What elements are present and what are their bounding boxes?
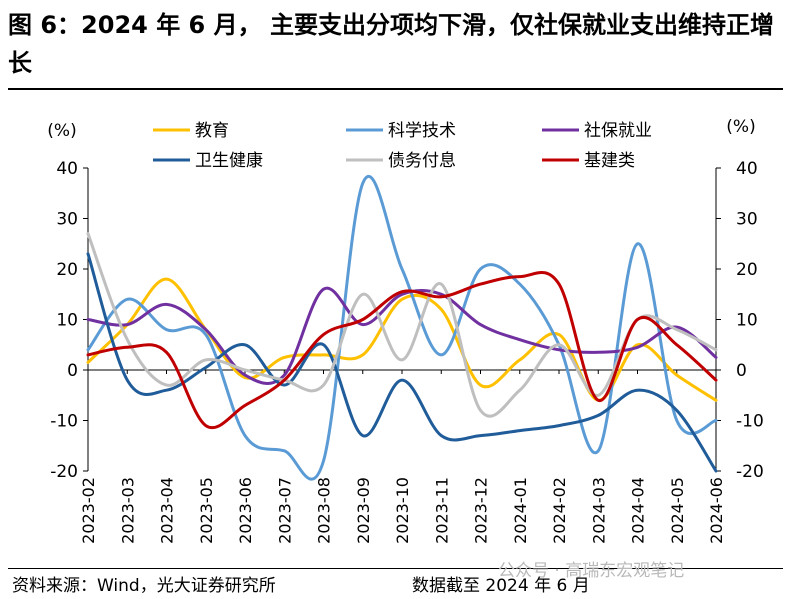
- legend-label: 基建类: [584, 151, 635, 171]
- figure-title: 图 6：2024 年 6 月， 主要支出分项均下滑，仅社保就业支出维持正增长: [8, 11, 774, 77]
- left-y-tick-label: 40: [56, 159, 78, 179]
- footer-rule: [8, 568, 783, 569]
- right-y-axis-label: (%): [726, 117, 755, 137]
- series-line-4: [86, 252, 718, 473]
- x-tick-label: 2023-10: [393, 477, 412, 544]
- legend-label: 债务付息: [388, 151, 456, 171]
- right-y-tick-label: 40: [736, 159, 758, 179]
- right-y-tick-label: -10: [736, 412, 764, 432]
- left-y-tick-label: -10: [50, 412, 78, 432]
- left-y-tick-label: 30: [56, 210, 78, 230]
- chart-axes: 40 40 30 30 20 20 10 10 0 0 -10 -10 -20 -20 (%) (%) 2023…: [47, 117, 763, 544]
- series-line-5: [86, 232, 718, 418]
- x-tick-label: 2023-11: [432, 477, 451, 544]
- legend-label: 卫生健康: [195, 151, 263, 171]
- series-line-6: [86, 271, 718, 430]
- x-tick-label: 2024-05: [668, 477, 687, 544]
- x-tick-label: 2024-06: [707, 477, 726, 544]
- x-tick-label: 2023-08: [315, 477, 334, 544]
- legend-label: 社保就业: [584, 121, 652, 141]
- x-tick-label: 2023-02: [79, 477, 98, 544]
- left-y-tick-label: 10: [56, 311, 78, 331]
- x-tick-label: 2023-04: [158, 477, 177, 544]
- x-tick-label: 2023-03: [118, 477, 137, 544]
- title-rule: [8, 88, 783, 90]
- left-y-axis-label: (%): [47, 121, 76, 141]
- legend-label: 科学技术: [388, 121, 456, 141]
- source-note: 资料来源：Wind，光大证券研究所: [12, 576, 276, 596]
- x-tick-label: 2023-09: [354, 477, 373, 544]
- x-tick-label: 2023-12: [472, 477, 491, 544]
- x-tick-label: 2023-06: [236, 477, 255, 544]
- series-line-2: [86, 174, 718, 481]
- left-y-tick-label: 20: [56, 260, 78, 280]
- right-y-tick-label: -20: [736, 462, 764, 482]
- right-y-tick-label: 10: [736, 311, 758, 331]
- chart-series-lines: [86, 174, 718, 481]
- legend-label: 教育: [195, 121, 229, 141]
- left-y-tick-label: 0: [67, 361, 78, 381]
- x-tick-label: 2024-04: [629, 477, 648, 544]
- x-tick-label: 2024-01: [511, 477, 530, 544]
- series-line-3: [86, 286, 718, 385]
- left-y-tick-label: -20: [50, 462, 78, 482]
- x-tick-label: 2023-05: [197, 477, 216, 544]
- x-tick-label: 2024-03: [589, 477, 608, 544]
- right-y-tick-label: 0: [736, 361, 747, 381]
- watermark-text: 公众号 · 高瑞东宏观笔记: [498, 561, 685, 581]
- x-tick-label: 2024-02: [550, 477, 569, 544]
- date-note: 数据截至 2024 年 6 月: [412, 576, 590, 596]
- right-y-tick-label: 30: [736, 210, 758, 230]
- x-tick-label: 2023-07: [275, 477, 294, 544]
- right-y-tick-label: 20: [736, 260, 758, 280]
